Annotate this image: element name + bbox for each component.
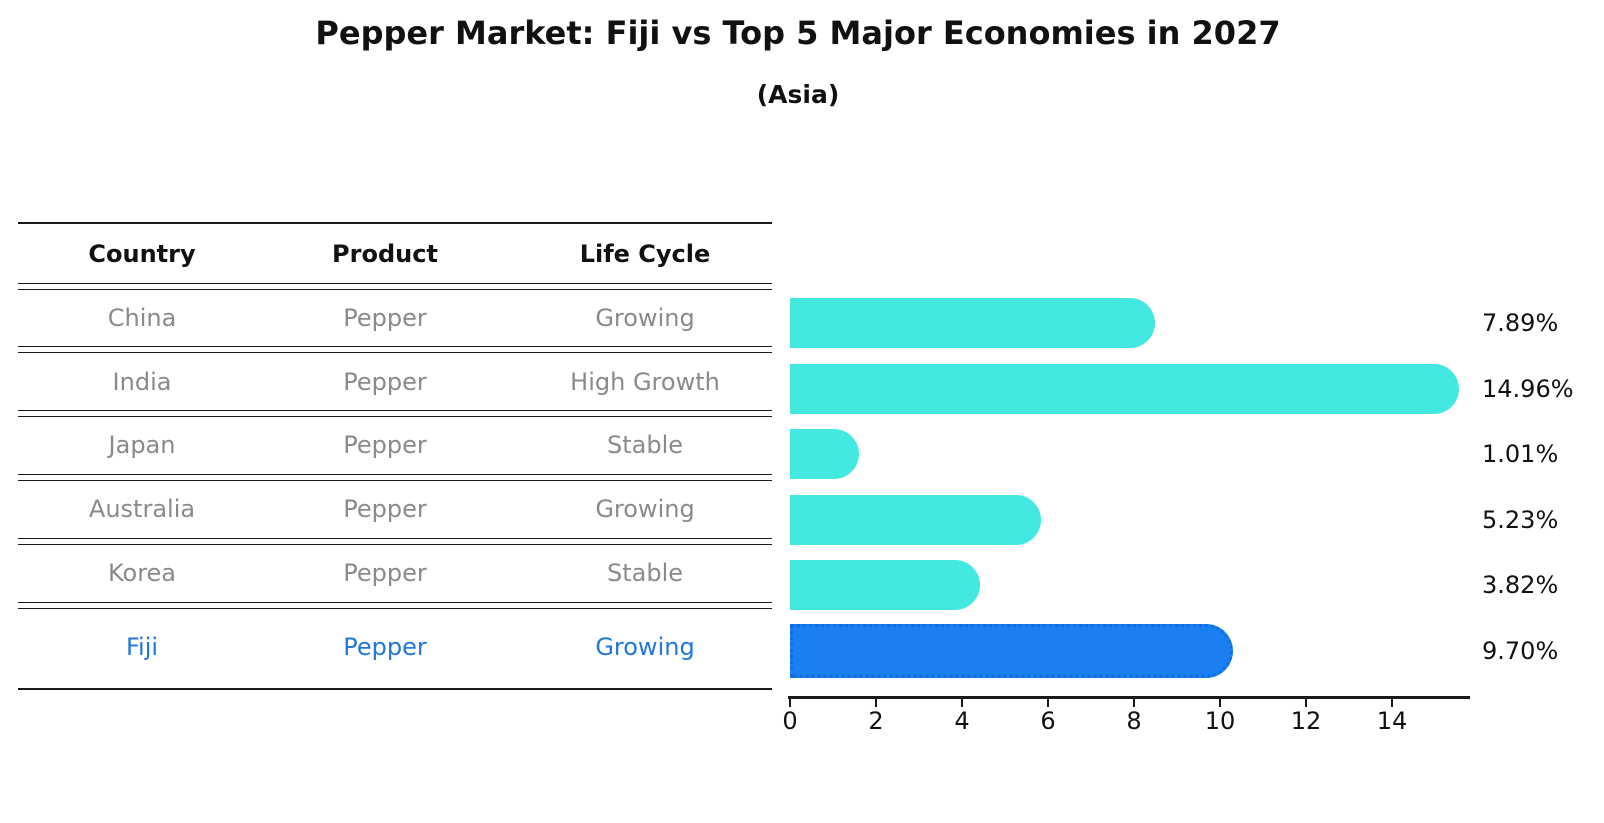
x-axis-tick: [961, 698, 963, 707]
x-axis-tick-label: 10: [1204, 707, 1236, 735]
table-cell-product: Pepper: [343, 495, 427, 523]
row-separator: [18, 410, 772, 417]
x-axis-line: [788, 696, 1470, 699]
x-axis-tick: [1391, 698, 1393, 707]
x-axis-tick: [1047, 698, 1049, 707]
table-cell-country: India: [112, 367, 172, 396]
chart-subtitle: (Asia): [756, 80, 840, 109]
value-label: 9.70%: [1482, 636, 1559, 665]
table-cell-product: Pepper: [343, 632, 427, 661]
bar-china: [790, 298, 1156, 348]
value-label: 1.01%: [1482, 440, 1559, 468]
table-cell-product: Pepper: [343, 559, 427, 587]
x-axis-tick-label: 12: [1290, 707, 1322, 735]
value-label: 5.23%: [1482, 505, 1559, 534]
table-bottom-line: [18, 688, 772, 690]
column-header: Country: [88, 240, 196, 268]
column-header: Product: [332, 240, 438, 268]
x-axis-tick: [1305, 698, 1307, 707]
table-top-line: [18, 222, 772, 224]
chart-title: Pepper Market: Fiji vs Top 5 Major Econo…: [315, 14, 1281, 52]
x-axis-tick-label: 6: [1040, 707, 1056, 735]
value-label: 14.96%: [1482, 374, 1574, 403]
bar-india: [790, 363, 1460, 414]
table-cell-product: Pepper: [343, 431, 427, 460]
table-cell-life_cycle: Stable: [606, 431, 684, 460]
x-axis-tick-label: 4: [954, 707, 970, 735]
x-axis-tick: [875, 698, 877, 707]
bar-australia: [790, 494, 1041, 545]
bar-korea: [790, 560, 981, 610]
table-cell-country: Japan: [108, 431, 176, 460]
table-cell-country: Korea: [107, 559, 177, 587]
x-axis-tick-label: 2: [868, 707, 884, 735]
bar-fiji-highlighted: [790, 623, 1234, 678]
x-axis-tick-label: 0: [782, 707, 798, 735]
x-axis-tick: [789, 698, 791, 707]
table-cell-life_cycle: Growing: [595, 632, 695, 661]
table-cell-life_cycle: High Growth: [570, 367, 720, 396]
table-cell-product: Pepper: [343, 367, 427, 396]
table-cell-life_cycle: Growing: [595, 495, 695, 523]
country-table: Country Product Life Cycle China Pepper Growi…: [18, 222, 772, 690]
x-axis-tick-label: 14: [1376, 707, 1408, 735]
table-cell-country: Fiji: [125, 632, 159, 661]
row-separator: [18, 473, 772, 481]
x-axis-tick-label: 8: [1126, 707, 1142, 735]
value-label: 7.89%: [1482, 309, 1559, 337]
table-cell-product: Pepper: [343, 303, 427, 332]
header-separator: [18, 282, 772, 290]
bar-japan: [790, 429, 860, 479]
row-separator: [18, 537, 772, 545]
row-separator: [18, 346, 772, 353]
row-separator: [18, 601, 772, 609]
table-cell-country: China: [107, 303, 177, 332]
x-axis-tick: [1219, 698, 1221, 707]
table-cell-life_cycle: Growing: [595, 303, 695, 332]
column-header: Life Cycle: [579, 240, 711, 268]
value-label: 3.82%: [1482, 571, 1559, 599]
table-cell-life_cycle: Stable: [606, 559, 684, 587]
x-axis-tick: [1133, 698, 1135, 707]
table-cell-country: Australia: [88, 495, 196, 523]
